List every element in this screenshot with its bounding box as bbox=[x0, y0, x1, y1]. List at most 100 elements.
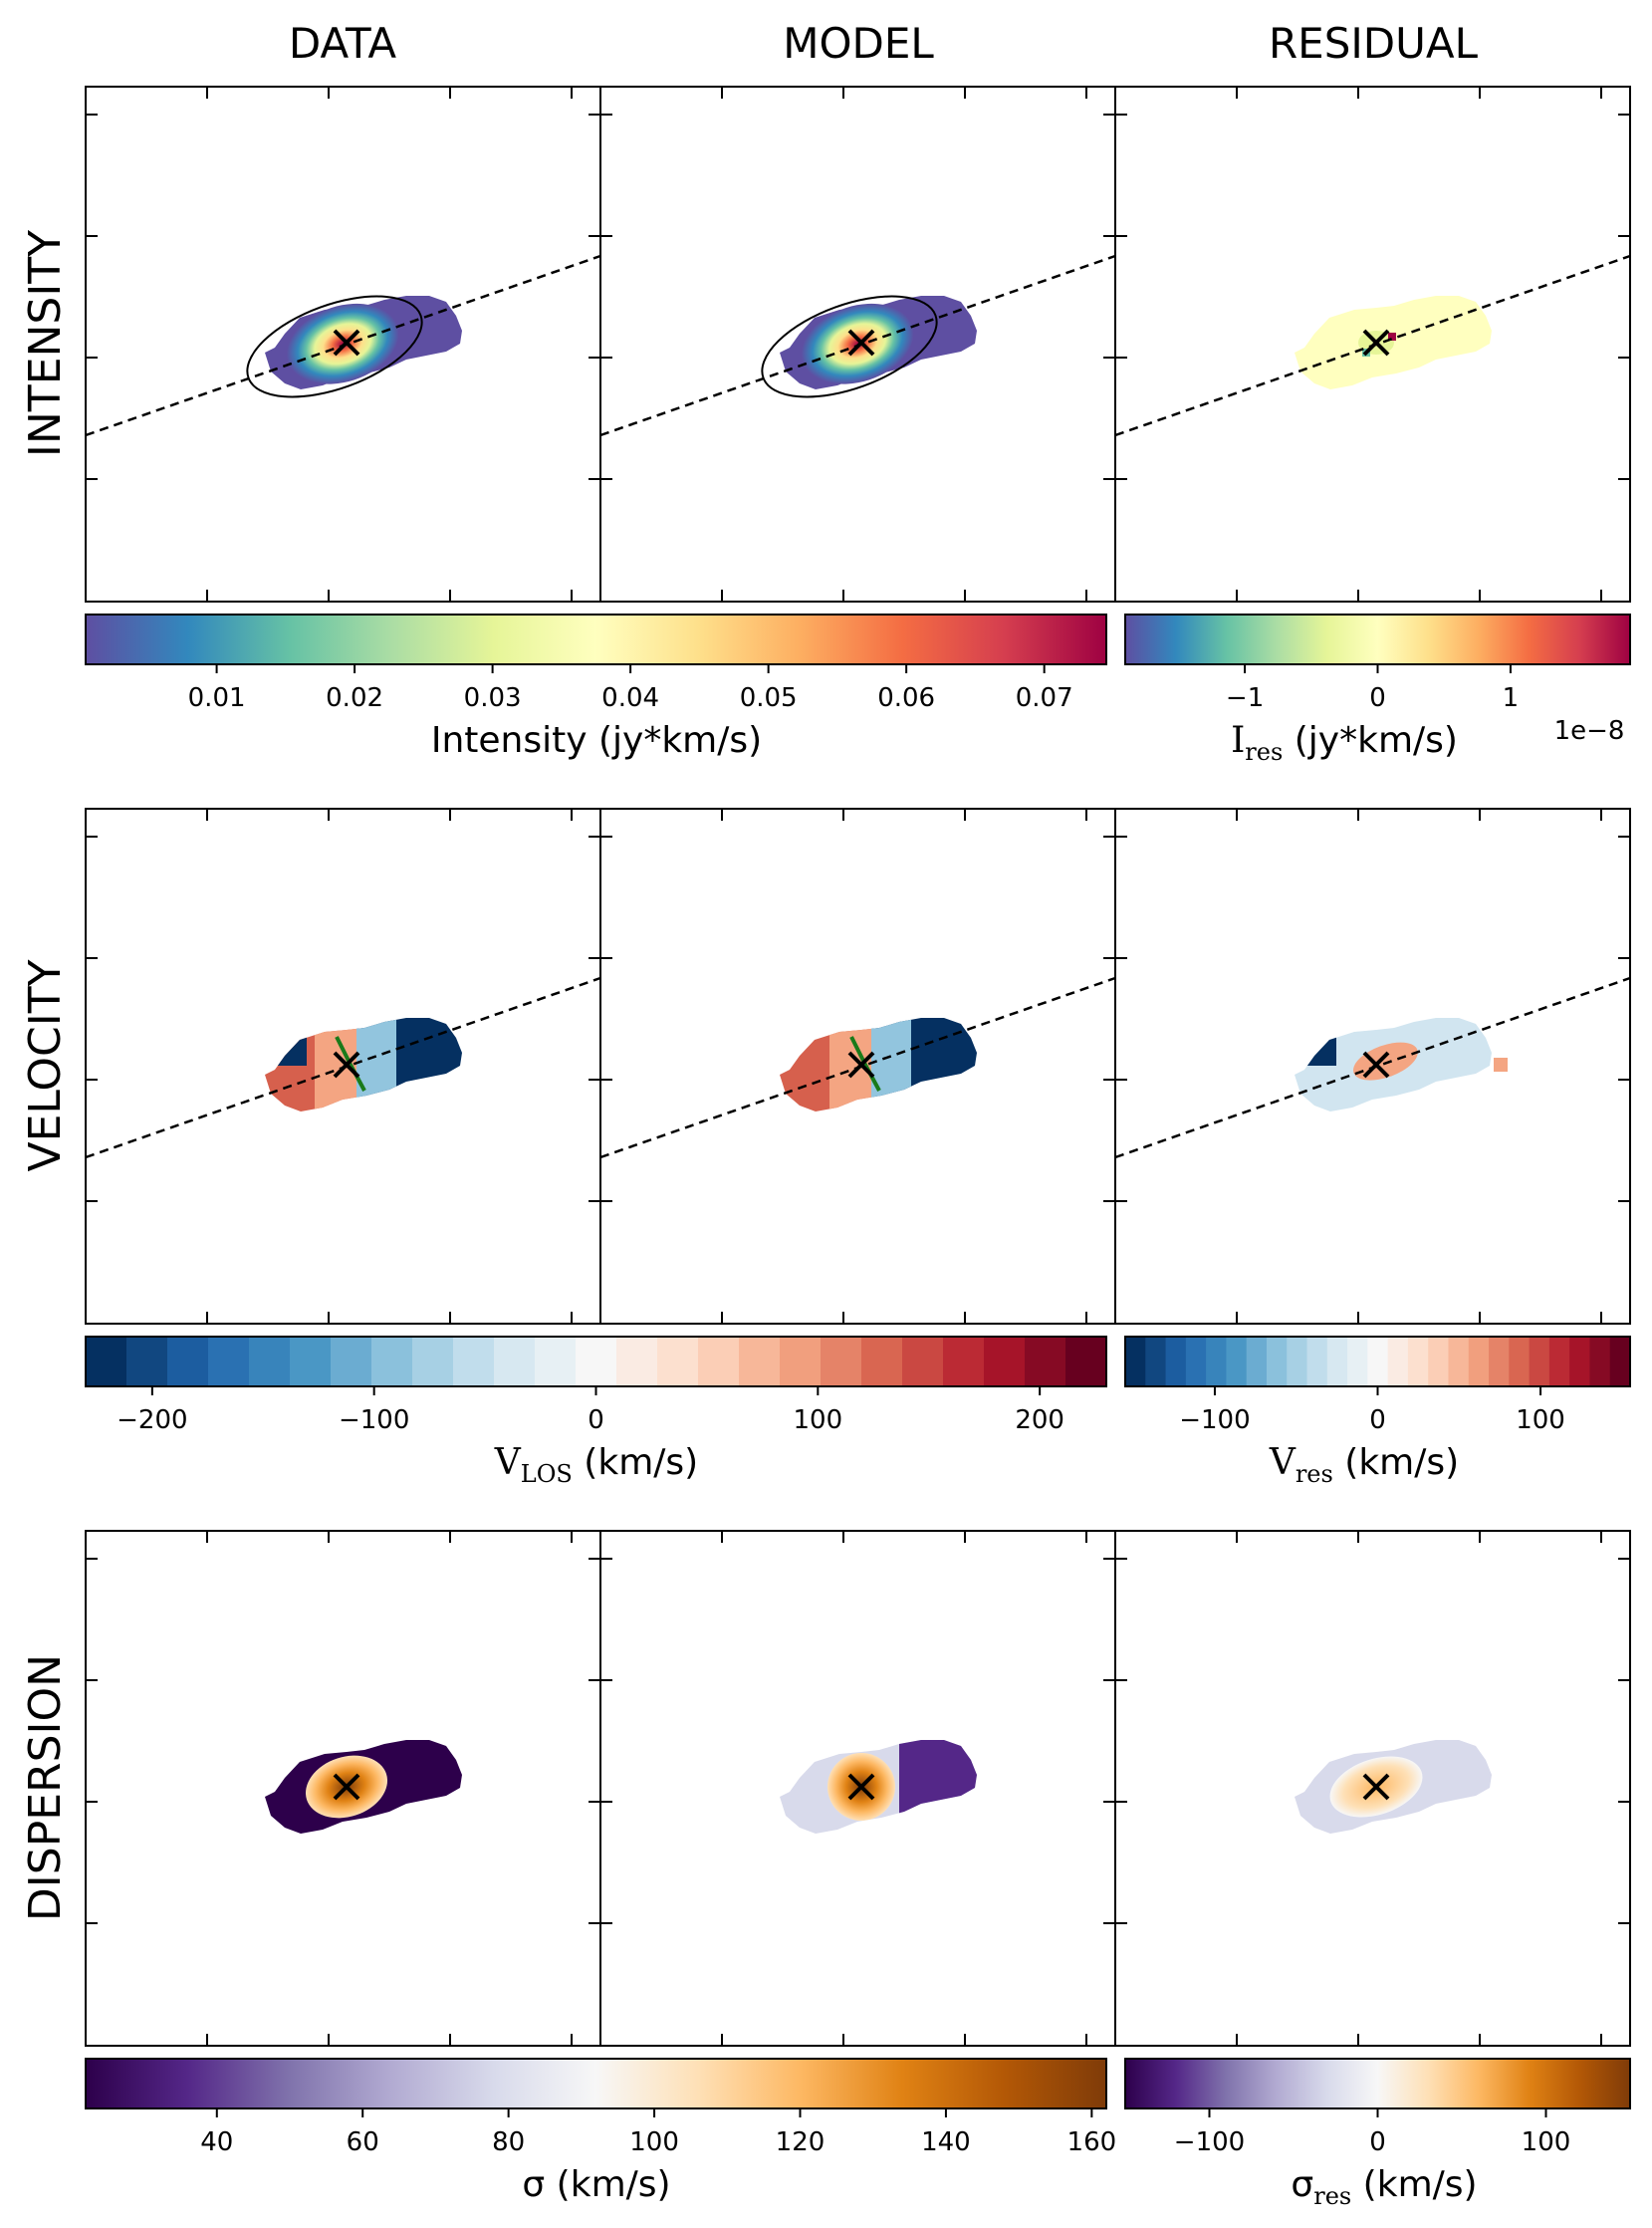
dispersion-colorbar-label: σ (km/s) bbox=[522, 2164, 670, 2205]
colorbar-tick-label: 100 bbox=[794, 1405, 843, 1435]
colorbar-tick-label: 0.02 bbox=[326, 683, 383, 713]
colorbar-step bbox=[1326, 1337, 1348, 1386]
map-image bbox=[780, 296, 977, 389]
intensity-model-panel bbox=[599, 86, 1116, 603]
colorbar-step bbox=[1145, 1337, 1167, 1386]
velocity-res-colorbar: −100 0 100 bbox=[1124, 1336, 1631, 1435]
intensity-res-colorbar: −1 0 1 bbox=[1124, 614, 1631, 713]
colorbar-step bbox=[453, 1337, 495, 1386]
colorbar-tick-label: 0.05 bbox=[740, 683, 798, 713]
transition-blue bbox=[356, 1018, 396, 1112]
center-marker bbox=[1362, 1773, 1390, 1801]
colorbar-step bbox=[535, 1337, 577, 1386]
colorbar-step bbox=[1569, 1337, 1591, 1386]
colorbar-step bbox=[1185, 1337, 1207, 1386]
center-marker bbox=[847, 1773, 875, 1801]
panel-frame bbox=[1114, 808, 1631, 1325]
colorbar-step bbox=[1589, 1337, 1611, 1386]
panel-ticks bbox=[600, 1531, 1115, 2046]
velocity-model-panel bbox=[599, 808, 1116, 1325]
dispersion-res-colorbar: −100 0 100 bbox=[1124, 2058, 1631, 2157]
colorbar-step bbox=[126, 1337, 168, 1386]
colorbar-tick-label: 100 bbox=[629, 2127, 679, 2157]
colorbar-tick-label: 60 bbox=[347, 2127, 379, 2157]
center-marker bbox=[333, 1051, 360, 1079]
center-marker bbox=[1362, 329, 1390, 357]
panel-ticks bbox=[86, 809, 600, 1324]
colorbar-step bbox=[167, 1337, 209, 1386]
dispersion-data-panel bbox=[85, 1530, 601, 2047]
panel-ticks bbox=[86, 87, 600, 602]
colorbar-tick-label: 200 bbox=[1015, 1405, 1064, 1435]
colorbar-tick-label: 0 bbox=[588, 1405, 604, 1435]
transition-blue bbox=[871, 1018, 911, 1112]
label-rest: (km/s) bbox=[1351, 2164, 1477, 2205]
colorbar-tick-label: 1 bbox=[1503, 683, 1520, 713]
panel-frame bbox=[1114, 86, 1631, 603]
panel-frame bbox=[1114, 1530, 1631, 2047]
colorbar-step bbox=[739, 1337, 781, 1386]
zero-velocity-contour bbox=[335, 1036, 366, 1092]
label-rest: (km/s) bbox=[573, 1442, 698, 1483]
colorbar-tick-label: 40 bbox=[200, 2127, 233, 2157]
velocity-residual-panel bbox=[1114, 808, 1631, 1325]
colorbar-step bbox=[902, 1337, 944, 1386]
colorbar-step bbox=[1065, 1337, 1107, 1386]
colorbar-tick-label: 0.04 bbox=[601, 683, 659, 713]
colorbar-tick-label: 0.07 bbox=[1016, 683, 1073, 713]
colorbar-step bbox=[1266, 1337, 1288, 1386]
velocity-main-colorbar: −200 −100 0 100 200 bbox=[85, 1336, 1107, 1435]
colorbar-step bbox=[208, 1337, 250, 1386]
colorbar-step bbox=[331, 1337, 372, 1386]
map-image bbox=[780, 1740, 977, 1834]
colorbar-step bbox=[657, 1337, 699, 1386]
colorbar-step bbox=[290, 1337, 332, 1386]
colorbar-step bbox=[821, 1337, 862, 1386]
colorbar-tick-label: 140 bbox=[921, 2127, 971, 2157]
center-marker bbox=[333, 329, 360, 357]
map-image bbox=[780, 1018, 977, 1112]
colorbar-tick-label: −100 bbox=[1179, 1405, 1250, 1435]
map-image bbox=[265, 296, 462, 389]
colorbar-step bbox=[984, 1337, 1026, 1386]
label-sub: LOS bbox=[521, 1460, 573, 1488]
colorbar-tick-label: −100 bbox=[339, 1405, 409, 1435]
colorbar-step bbox=[1287, 1337, 1308, 1386]
colorbar-tick-label: 0.03 bbox=[464, 683, 522, 713]
colorbar-step bbox=[780, 1337, 822, 1386]
center-marker bbox=[847, 329, 875, 357]
colorbar-step bbox=[1246, 1337, 1268, 1386]
colorbar-tick-label: 120 bbox=[776, 2127, 826, 2157]
map-image bbox=[1295, 296, 1492, 389]
dispersion-main-colorbar: 40 60 80 100 120 140 160 bbox=[85, 2058, 1117, 2157]
colorbar-tick-label: 0 bbox=[1369, 683, 1386, 713]
colorbar-gradient bbox=[1125, 2059, 1630, 2108]
label-rest: (km/s) bbox=[1333, 1442, 1459, 1483]
colorbar-tick-label: 160 bbox=[1067, 2127, 1117, 2157]
intensity-residual-colorbar-label: Ires (jy*km/s) bbox=[1231, 720, 1458, 766]
velocity-residual-colorbar-label: Vres (km/s) bbox=[1269, 1442, 1459, 1488]
intensity-colorbar-label: Intensity (jy*km/s) bbox=[431, 720, 762, 761]
dispersion-residual-panel bbox=[1114, 1530, 1631, 2047]
colorbar-gradient bbox=[86, 615, 1106, 664]
colorbar-tick-label: 80 bbox=[492, 2127, 525, 2157]
zero-velocity-contour bbox=[849, 1036, 881, 1092]
fit-ellipse bbox=[761, 295, 938, 398]
panel-ticks bbox=[1115, 87, 1630, 602]
dispersion-residual-colorbar-label: σres (km/s) bbox=[1291, 2164, 1477, 2210]
colorbar-frame bbox=[85, 2058, 1107, 2109]
colorbar-step bbox=[1489, 1337, 1510, 1386]
colorbar-step bbox=[494, 1337, 536, 1386]
colorbar-step bbox=[249, 1337, 291, 1386]
colorbar-tick-label: 0 bbox=[1369, 2127, 1386, 2157]
map-image bbox=[265, 1740, 462, 1834]
label-main: I bbox=[1231, 720, 1245, 761]
colorbar-tick-label: 0.01 bbox=[188, 683, 246, 713]
colorbar-step bbox=[1367, 1337, 1389, 1386]
center-marker bbox=[1362, 1051, 1390, 1079]
colorbar-step bbox=[1509, 1337, 1531, 1386]
label-sub: res bbox=[1313, 2182, 1351, 2210]
colorbar-step bbox=[1609, 1337, 1631, 1386]
center-marker bbox=[847, 1051, 875, 1079]
